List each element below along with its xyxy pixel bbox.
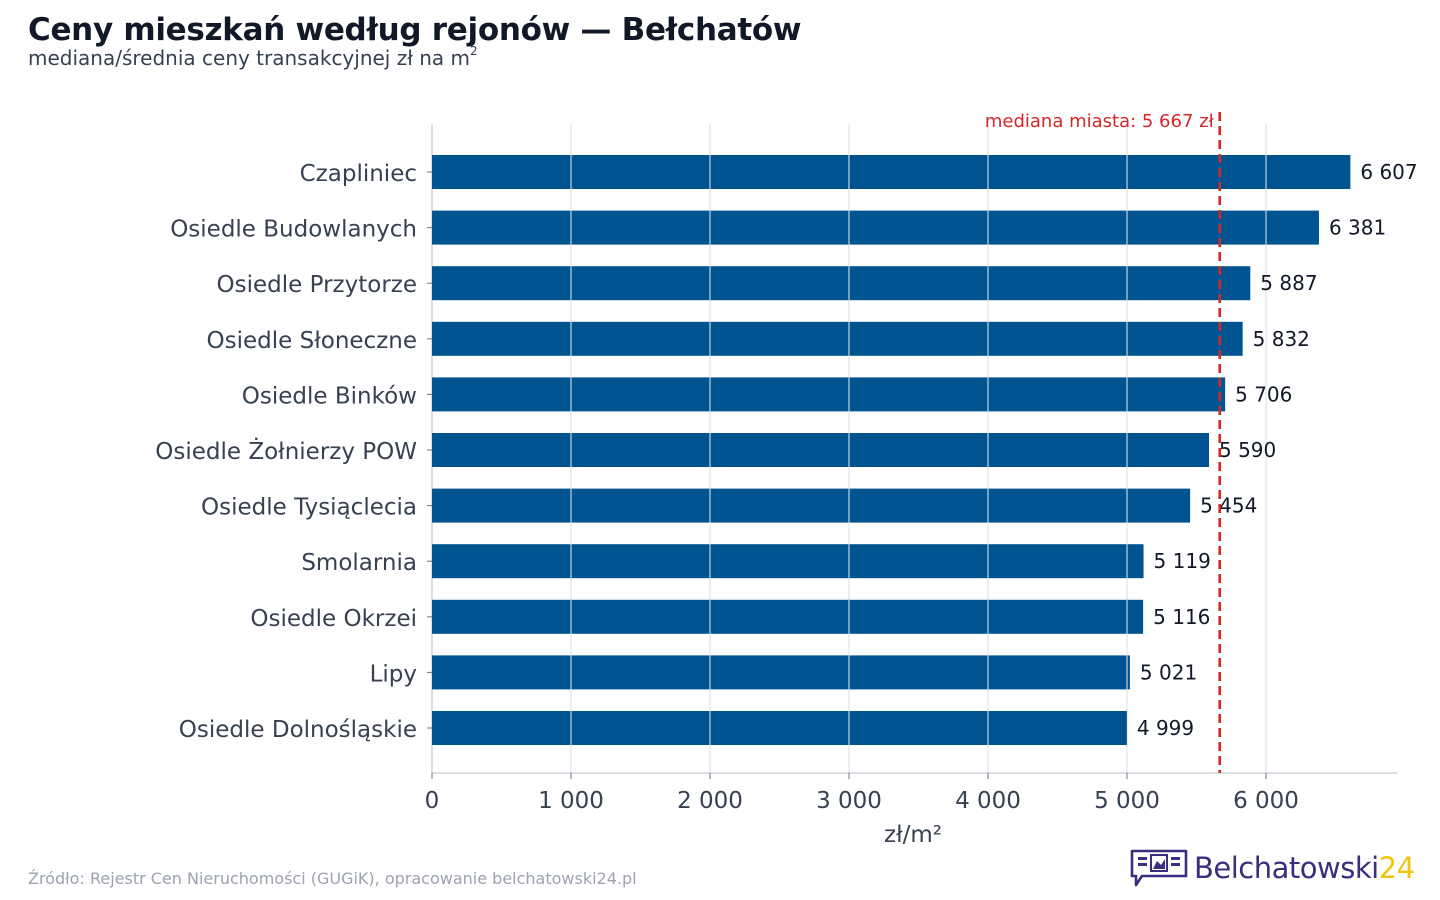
bar <box>432 210 1319 245</box>
y-tick-label: Osiedle Budowlanych <box>170 217 417 243</box>
bar <box>432 266 1251 301</box>
bar <box>432 599 1144 634</box>
logo-number: 24 <box>1378 850 1415 885</box>
data-label: 5 021 <box>1140 660 1197 684</box>
x-tick-label: 3 000 <box>816 788 882 814</box>
newspaper-speech-bubble-icon <box>1130 849 1188 887</box>
bar <box>432 155 1351 189</box>
y-tick-label: Czapliniec <box>300 161 417 187</box>
bar <box>432 433 1210 467</box>
x-tick-label: 2 000 <box>677 788 743 814</box>
data-label: 5 590 <box>1219 438 1276 462</box>
y-tick-label: Lipy <box>370 661 417 687</box>
bar <box>432 544 1144 579</box>
data-label: 4 999 <box>1137 716 1194 740</box>
data-label: 6 607 <box>1360 160 1417 184</box>
bar <box>432 321 1243 356</box>
data-label: 5 706 <box>1235 382 1292 406</box>
source-note: Źródło: Rejestr Cen Nieruchomości (GUGiK… <box>28 869 637 888</box>
chart-subtitle-superscript: 2 <box>470 44 478 59</box>
x-tick-label: 4 000 <box>955 788 1021 814</box>
x-axis-label: zł/m² <box>884 822 942 848</box>
data-label: 5 887 <box>1260 271 1317 295</box>
data-label: 5 454 <box>1200 494 1257 518</box>
y-tick-label: Osiedle Okrzei <box>250 606 417 632</box>
chart-title: Ceny mieszkań według rejonów — Bełchatów <box>28 12 802 48</box>
y-tick-label: Osiedle Tysiąclecia <box>201 495 417 521</box>
logo-name: Belchatowski <box>1194 850 1379 885</box>
data-label: 5 119 <box>1154 549 1211 573</box>
y-tick-label: Osiedle Dolnośląskie <box>179 717 417 743</box>
y-tick-label: Osiedle Binków <box>242 383 417 409</box>
logo-text: Belchatowski24 <box>1194 850 1415 885</box>
median-reference-label: mediana miasta: 5 667 zł <box>985 111 1215 132</box>
x-tick-label: 5 000 <box>1094 788 1160 814</box>
x-tick-label: 1 000 <box>538 788 604 814</box>
y-tick-label: Osiedle Przytorze <box>217 272 417 298</box>
data-label: 5 832 <box>1253 327 1310 351</box>
y-tick-label: Osiedle Słoneczne <box>207 328 417 354</box>
bar <box>432 377 1226 412</box>
bar <box>432 655 1130 690</box>
data-label: 6 381 <box>1329 216 1386 240</box>
x-tick-label: 6 000 <box>1233 788 1299 814</box>
bar <box>432 488 1191 523</box>
chart-subtitle: mediana/średnia ceny transakcyjnej zł na… <box>28 44 478 70</box>
bar <box>432 711 1127 745</box>
site-logo[interactable]: Belchatowski24 <box>1128 848 1415 888</box>
y-tick-label: Smolarnia <box>301 550 417 576</box>
bar-chart: Czapliniec Osiedle Budowlanych Osiedle Prz… <box>155 111 1417 848</box>
data-label: 5 116 <box>1153 605 1210 629</box>
x-tick-label: 0 <box>425 788 440 814</box>
y-tick-label: Osiedle Żołnierzy POW <box>155 437 417 465</box>
chart-subtitle-text: mediana/średnia ceny transakcyjnej zł na… <box>28 46 471 70</box>
